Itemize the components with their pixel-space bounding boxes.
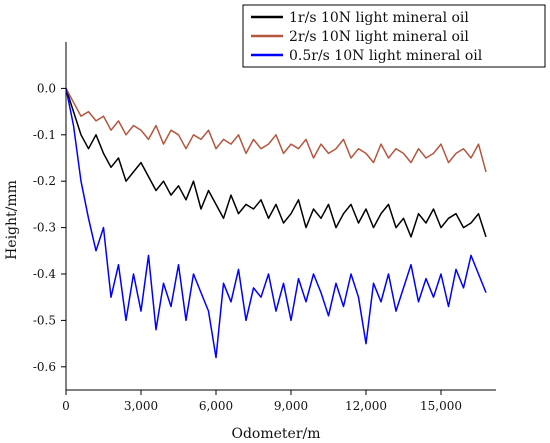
y-tick-label: -0.1 xyxy=(33,128,56,142)
legend-label-3: 0.5r/s 10N light mineral oil xyxy=(289,48,483,64)
series-layer xyxy=(65,88,487,359)
y-axis-title: Height/mm xyxy=(4,180,20,260)
y-axis-ticks: 0.0 -0.1 -0.2 -0.3 -0.4 -0.5 -0.6 xyxy=(33,81,66,374)
y-tick-label: -0.4 xyxy=(33,267,57,281)
x-tick-label: 0 xyxy=(62,399,70,413)
legend-label-2: 2r/s 10N light mineral oil xyxy=(289,29,469,45)
x-tick-label: 12,000 xyxy=(345,399,387,413)
series-line-3 xyxy=(65,88,487,359)
legend-box xyxy=(242,4,546,68)
y-tick-label: -0.3 xyxy=(33,221,56,235)
x-tick-label: 9,000 xyxy=(274,399,308,413)
series-line-1 xyxy=(65,88,487,238)
y-tick-label: -0.2 xyxy=(33,174,56,188)
legend-label-1: 1r/s 10N light mineral oil xyxy=(289,10,469,26)
y-tick-label: 0.0 xyxy=(37,81,56,95)
y-tick-label: -0.6 xyxy=(33,360,56,374)
x-tick-label: 15,000 xyxy=(420,399,462,413)
y-tick-label: -0.5 xyxy=(33,313,56,327)
plot-area: 0 3,000 6,000 9,000 12,000 15,000 0.0 -0.1 -0.2… xyxy=(33,42,496,413)
x-tick-label: 6,000 xyxy=(199,399,233,413)
x-axis-ticks: 0 3,000 6,000 9,000 12,000 15,000 xyxy=(62,390,462,413)
legend: 1r/s 10N light mineral oil 2r/s 10N ligh… xyxy=(242,4,546,68)
x-axis-title: Odometer/m xyxy=(231,426,320,442)
x-tick-label: 3,000 xyxy=(124,399,158,413)
series-line-2 xyxy=(65,88,487,173)
